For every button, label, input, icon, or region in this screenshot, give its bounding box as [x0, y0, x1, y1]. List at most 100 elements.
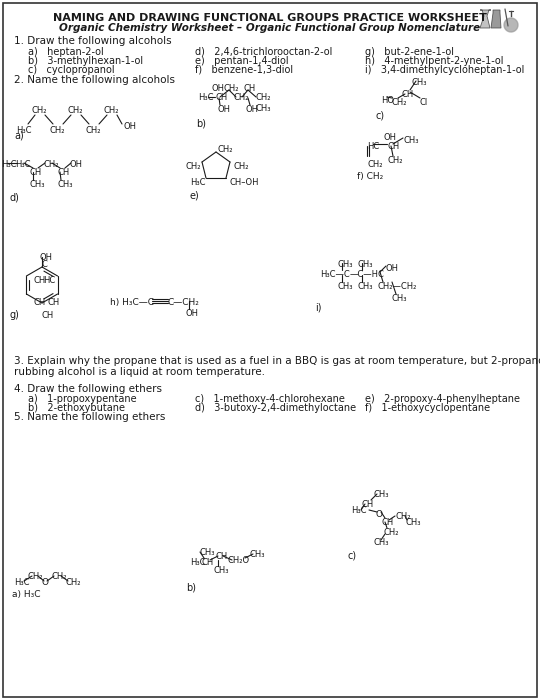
Polygon shape [504, 18, 518, 32]
Text: d)   3-butoxy-2,4-dimethyloctane: d) 3-butoxy-2,4-dimethyloctane [195, 403, 356, 413]
Text: Cl: Cl [420, 98, 428, 107]
Text: c)   cyclopropanol: c) cyclopropanol [28, 65, 114, 75]
Text: C: C [42, 260, 48, 269]
Text: CH₃: CH₃ [412, 78, 428, 87]
Text: HC: HC [44, 276, 56, 285]
Text: e)   2-propoxy-4-phenylheptane: e) 2-propoxy-4-phenylheptane [365, 394, 520, 404]
Text: CH₃: CH₃ [338, 260, 354, 269]
Text: OH: OH [218, 105, 231, 114]
Text: CH: CH [361, 500, 373, 509]
Text: CH₂: CH₂ [234, 162, 249, 171]
Text: CH₂: CH₂ [234, 93, 249, 102]
Text: CH: CH [387, 142, 399, 151]
Text: H₃C: H₃C [351, 506, 367, 515]
Text: i): i) [315, 302, 321, 312]
Text: OH: OH [124, 122, 137, 131]
Text: e)   pentan-1,4-diol: e) pentan-1,4-diol [195, 56, 288, 66]
Text: OH: OH [186, 309, 199, 318]
Polygon shape [491, 10, 501, 28]
Text: CH₂: CH₂ [367, 160, 382, 169]
Text: CH₃: CH₃ [338, 282, 354, 291]
Text: a): a) [14, 130, 24, 140]
Text: f) CH₂: f) CH₂ [357, 172, 383, 181]
Text: CH₂: CH₂ [50, 126, 65, 135]
Text: CH₂—CH₂: CH₂—CH₂ [378, 282, 417, 291]
Text: d)   2,4,6-trichlorooctan-2-ol: d) 2,4,6-trichlorooctan-2-ol [195, 47, 333, 57]
Text: CH₃: CH₃ [373, 490, 388, 499]
Text: a)   1-propoxypentane: a) 1-propoxypentane [28, 394, 137, 404]
Text: CH₂: CH₂ [32, 106, 48, 115]
Text: i)   3,4-dimethylcycloheptan-1-ol: i) 3,4-dimethylcycloheptan-1-ol [365, 65, 524, 75]
Text: H₃C: H₃C [16, 126, 31, 135]
Text: CH₂: CH₂ [255, 93, 271, 102]
Text: CH: CH [48, 298, 60, 307]
Text: CH: CH [215, 93, 227, 102]
Text: CH₃: CH₃ [373, 538, 388, 547]
Text: b)   3-methylhexan-1-ol: b) 3-methylhexan-1-ol [28, 56, 143, 66]
Text: CH: CH [244, 84, 256, 93]
Text: CH: CH [202, 558, 214, 567]
Text: CH₂: CH₂ [218, 145, 233, 154]
Text: OH: OH [386, 264, 399, 273]
Text: h) H₃C—C: h) H₃C—C [110, 298, 154, 307]
Text: H₃C—C: H₃C—C [320, 270, 350, 279]
Text: CH: CH [30, 168, 42, 177]
Text: H₃C: H₃C [198, 93, 213, 102]
Text: H₃C: H₃C [1, 160, 17, 169]
Text: O: O [42, 578, 49, 587]
Text: a)   heptan-2-ol: a) heptan-2-ol [28, 47, 104, 57]
Text: CH₃: CH₃ [405, 518, 421, 527]
Text: OH: OH [383, 133, 396, 142]
Text: CH: CH [216, 552, 228, 561]
Text: 2. Name the following alcohols: 2. Name the following alcohols [14, 75, 175, 85]
Text: CH: CH [33, 298, 46, 307]
Text: OH: OH [211, 84, 224, 93]
Text: CH–OH: CH–OH [230, 178, 260, 187]
Text: CH₃: CH₃ [256, 104, 272, 113]
Text: CH₂: CH₂ [43, 160, 58, 169]
Text: c)   1-methoxy-4-chlorohexane: c) 1-methoxy-4-chlorohexane [195, 394, 345, 404]
Text: d): d) [10, 192, 20, 202]
Text: f)   benzene-1,3-diol: f) benzene-1,3-diol [195, 65, 293, 75]
Text: C—CH₂: C—CH₂ [168, 298, 200, 307]
Text: h)   4-methylpent-2-yne-1-ol: h) 4-methylpent-2-yne-1-ol [365, 56, 503, 66]
Text: H₃C: H₃C [190, 558, 206, 567]
Text: CH₂: CH₂ [387, 156, 402, 165]
Text: CH₂: CH₂ [86, 126, 102, 135]
Text: CH: CH [381, 518, 393, 527]
Text: H₃C: H₃C [190, 178, 206, 187]
Text: CH₃: CH₃ [214, 566, 230, 575]
Text: CH₃: CH₃ [200, 548, 215, 557]
Text: CH₃: CH₃ [57, 180, 72, 189]
Text: OH: OH [246, 105, 259, 114]
Text: 3. Explain why the propane that is used as a fuel in a BBQ is gas at room temper: 3. Explain why the propane that is used … [14, 356, 540, 366]
Text: 5. Name the following ethers: 5. Name the following ethers [14, 412, 165, 422]
Polygon shape [480, 10, 491, 28]
Text: CH: CH [57, 168, 69, 177]
Text: a) H₃C: a) H₃C [12, 590, 40, 599]
Text: b): b) [186, 582, 196, 592]
Text: CH: CH [41, 311, 53, 320]
Text: HC: HC [367, 142, 379, 151]
Text: CH₂: CH₂ [65, 578, 80, 587]
Text: 1. Draw the following alcohols: 1. Draw the following alcohols [14, 36, 172, 46]
Text: CH₂: CH₂ [104, 106, 119, 115]
Text: CH₃: CH₃ [403, 136, 418, 145]
Text: Organic Chemistry Worksheet – Organic Functional Group Nomenclature: Organic Chemistry Worksheet – Organic Fu… [59, 23, 481, 33]
Text: CH₂: CH₂ [68, 106, 84, 115]
Text: CH₃: CH₃ [250, 550, 266, 559]
Text: b): b) [196, 118, 206, 128]
Text: CH₂: CH₂ [186, 162, 201, 171]
Text: 4. Draw the following ethers: 4. Draw the following ethers [14, 384, 162, 394]
Text: OH: OH [70, 160, 83, 169]
Text: CH₂: CH₂ [395, 512, 410, 521]
Text: rubbing alcohol is a liquid at room temperature.: rubbing alcohol is a liquid at room temp… [14, 367, 265, 377]
Text: c): c) [347, 550, 356, 560]
Text: HO: HO [381, 96, 394, 105]
Text: CH₃: CH₃ [392, 294, 408, 303]
Text: CH: CH [402, 90, 414, 99]
Text: H₃C: H₃C [15, 160, 30, 169]
Text: CH₂: CH₂ [224, 84, 240, 93]
Text: g)   but-2-ene-1-ol: g) but-2-ene-1-ol [365, 47, 454, 57]
Text: c): c) [375, 110, 384, 120]
